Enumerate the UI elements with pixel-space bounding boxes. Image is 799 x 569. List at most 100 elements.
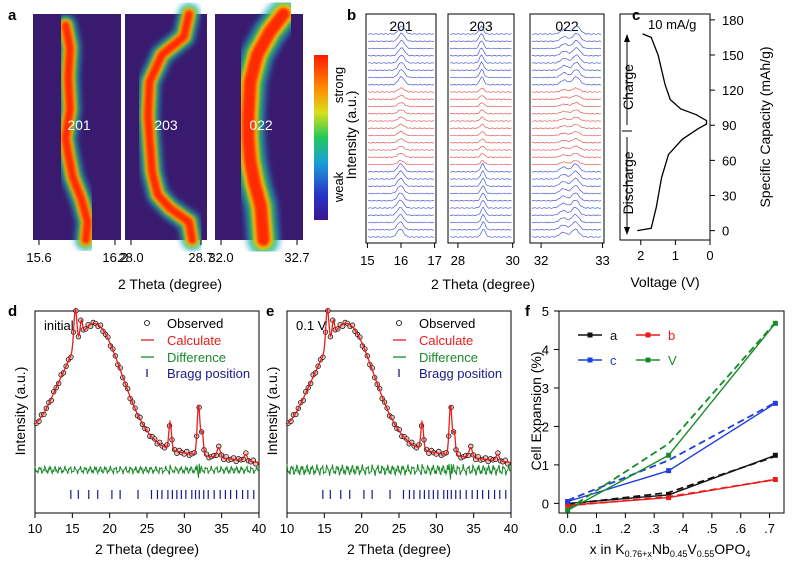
x-tick-label-a: 28.7 bbox=[188, 250, 213, 265]
x-tick-label: 40 bbox=[504, 521, 518, 536]
refinement-plot-e bbox=[285, 307, 512, 499]
marker-V bbox=[666, 452, 672, 458]
panel-letter-d: d bbox=[8, 303, 17, 320]
xrd-trace bbox=[531, 152, 602, 158]
legend-observed-label: Observed bbox=[167, 316, 223, 331]
xrd-trace bbox=[367, 102, 435, 108]
legend-calculate-label: Calculate bbox=[419, 333, 473, 348]
xrd-trace bbox=[531, 130, 602, 137]
xrd-trace bbox=[367, 62, 435, 71]
y-tick-label-c: 180 bbox=[722, 13, 744, 28]
xrd-trace bbox=[449, 221, 512, 231]
xrd-trace bbox=[531, 32, 602, 42]
xrd-trace bbox=[368, 185, 435, 195]
xrd-trace bbox=[367, 228, 435, 238]
marker-a bbox=[666, 492, 672, 498]
x-ticks-e: 10 15 20 25 30 35 40 bbox=[280, 513, 518, 536]
y-ticks-f: 0 1 2 3 4 5 bbox=[542, 304, 559, 511]
xrd-trace bbox=[531, 116, 601, 122]
xrd-trace bbox=[449, 177, 512, 187]
x-tick-label: 15 bbox=[317, 521, 331, 536]
x-tick-label: 15 bbox=[65, 521, 79, 536]
x-tick-label: 35 bbox=[466, 521, 480, 536]
expansion-plot bbox=[565, 320, 778, 513]
xrd-trace bbox=[367, 138, 435, 144]
marker-b bbox=[666, 495, 672, 501]
rate-annotation: 10 mA/g bbox=[648, 17, 696, 32]
legend-calculate-label: Calculate bbox=[167, 333, 221, 348]
xrd-trace bbox=[367, 153, 435, 158]
marker-a bbox=[772, 452, 778, 458]
waterfall-frame-022 bbox=[529, 13, 605, 244]
xrd-trace bbox=[449, 213, 512, 224]
y-tick-label-c: 60 bbox=[722, 153, 736, 168]
x-tick-label-a: 15.6 bbox=[26, 250, 51, 265]
xrd-trace bbox=[449, 32, 512, 42]
x-axis-label-a: 2 Theta (degree) bbox=[118, 276, 222, 292]
xrd-trace bbox=[450, 47, 512, 57]
xrd-trace bbox=[367, 130, 435, 137]
x-tick-label: 20 bbox=[102, 521, 116, 536]
xrd-trace bbox=[449, 116, 512, 122]
panel-f-cell-expansion: f a b c V 0 1 2 3 4 5 0.0 .1 .2 .3 .4 .5 .6 .7 Cell Exp… bbox=[525, 303, 785, 559]
marker-c bbox=[772, 400, 778, 406]
x-axis-label-b: 2 Theta (degree) bbox=[431, 276, 535, 292]
y-axis-label-e: Intensity (a.u.) bbox=[264, 367, 280, 456]
xrd-trace bbox=[531, 170, 602, 180]
legend-marker-a bbox=[587, 332, 593, 338]
x-tick-label-c: 1 bbox=[672, 248, 679, 263]
xrd-trace bbox=[449, 102, 512, 108]
xrd-trace bbox=[449, 185, 512, 195]
waterfall-frame-203 bbox=[447, 13, 515, 244]
y-tick-label-c: 90 bbox=[722, 118, 736, 133]
y-tick-label-c: 30 bbox=[722, 189, 736, 204]
xrd-trace bbox=[449, 138, 512, 144]
x-tick-label: 30 bbox=[429, 521, 443, 536]
heatmap-ridge-201 bbox=[61, 21, 92, 245]
waterfall-peak-label-022: 022 bbox=[555, 18, 579, 34]
y-tick-label-f: 1 bbox=[542, 458, 549, 473]
xrd-trace bbox=[449, 146, 512, 151]
xrd-trace bbox=[531, 101, 602, 108]
x-tick-label-b: 28 bbox=[451, 253, 465, 268]
x-tick-label-f: .4 bbox=[678, 521, 689, 536]
observed-point bbox=[36, 418, 42, 424]
y-tick-label-f: 2 bbox=[542, 419, 549, 434]
legend-label-V: V bbox=[668, 353, 677, 368]
xrd-trace bbox=[449, 54, 512, 64]
xrd-trace bbox=[531, 54, 602, 64]
xrd-trace bbox=[531, 76, 602, 86]
y-axis-label-b: Intensity (a.u.) bbox=[343, 91, 359, 180]
panel-title-d: initial bbox=[44, 318, 74, 333]
xrd-trace bbox=[450, 228, 512, 238]
panel-letter-a: a bbox=[8, 7, 17, 24]
series-solid-V bbox=[567, 322, 776, 511]
x-tick-label-b: 30 bbox=[505, 253, 519, 268]
x-axis-label-c: Voltage (V) bbox=[630, 274, 699, 290]
xrd-trace bbox=[531, 145, 602, 151]
x-tick-label: 10 bbox=[28, 521, 42, 536]
panel-a-heatmaps: a 201 203 022 15.6 16.228.0 28.732.0 32.7 2 T… bbox=[8, 0, 346, 292]
xrd-trace bbox=[449, 123, 512, 129]
xrd-trace bbox=[531, 185, 602, 195]
xrd-trace bbox=[367, 75, 435, 86]
xrd-trace bbox=[367, 123, 435, 129]
xrd-trace bbox=[531, 47, 602, 57]
legend-f: a b c V bbox=[578, 328, 677, 368]
xrd-trace bbox=[367, 206, 435, 216]
xrd-trace bbox=[531, 61, 602, 71]
marker-b bbox=[772, 477, 778, 483]
panel-letter-e: e bbox=[266, 303, 274, 320]
legend-difference-label: Difference bbox=[419, 350, 478, 365]
series-dashed-V bbox=[567, 321, 776, 510]
x-ticks-c: 2 1 0 bbox=[637, 240, 714, 263]
xrd-trace bbox=[367, 145, 435, 151]
plot-frame-d bbox=[34, 310, 260, 514]
xrd-trace bbox=[367, 87, 435, 93]
colorbar bbox=[314, 55, 328, 220]
